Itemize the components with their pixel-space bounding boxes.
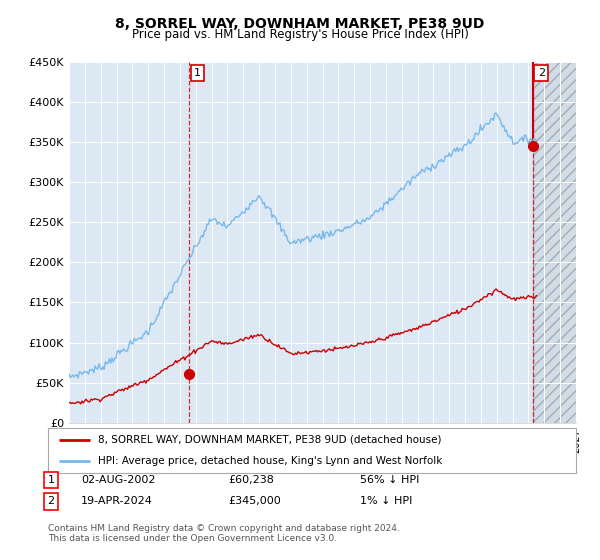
Text: 2: 2: [47, 496, 55, 506]
Text: £60,238: £60,238: [228, 475, 274, 485]
Text: 1: 1: [47, 475, 55, 485]
Bar: [533, 62, 584, 423]
Text: 1% ↓ HPI: 1% ↓ HPI: [360, 496, 412, 506]
Text: HPI: Average price, detached house, King's Lynn and West Norfolk: HPI: Average price, detached house, King…: [98, 456, 443, 466]
Text: 02-AUG-2002: 02-AUG-2002: [81, 475, 155, 485]
Bar: [533, 62, 584, 423]
Text: 8, SORREL WAY, DOWNHAM MARKET, PE38 9UD: 8, SORREL WAY, DOWNHAM MARKET, PE38 9UD: [115, 17, 485, 31]
Text: Price paid vs. HM Land Registry's House Price Index (HPI): Price paid vs. HM Land Registry's House …: [131, 28, 469, 41]
Text: 8, SORREL WAY, DOWNHAM MARKET, PE38 9UD (detached house): 8, SORREL WAY, DOWNHAM MARKET, PE38 9UD …: [98, 435, 442, 445]
Text: 2: 2: [538, 68, 545, 78]
Text: Contains HM Land Registry data © Crown copyright and database right 2024.
This d: Contains HM Land Registry data © Crown c…: [48, 524, 400, 543]
Text: 56% ↓ HPI: 56% ↓ HPI: [360, 475, 419, 485]
Text: 1: 1: [194, 68, 201, 78]
Text: £345,000: £345,000: [228, 496, 281, 506]
Text: 19-APR-2024: 19-APR-2024: [81, 496, 153, 506]
